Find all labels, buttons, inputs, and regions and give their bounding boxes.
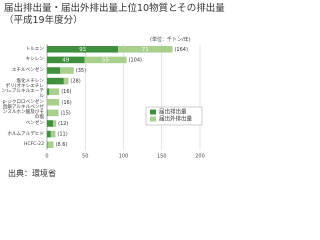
- value-label: 55: [102, 57, 109, 63]
- y-tick-label: ベンゼン: [25, 121, 44, 126]
- bar-segment: [47, 130, 51, 138]
- value-label: 49: [62, 57, 69, 63]
- chart-title: 届出排出量・届出外排出量上位10物質とその排出量（平成19年度分）: [4, 3, 225, 26]
- y-tick-label: p-ジクロロベンゼン: [2, 99, 44, 105]
- unit-label: (単位：千トン/年): [150, 37, 191, 43]
- total-label: (104): [129, 57, 142, 63]
- y-tick-label: HCFC-22: [23, 142, 44, 148]
- legend-label: 届出外排出量: [159, 115, 193, 123]
- bar-segment: [47, 56, 85, 64]
- legend-box: [145, 106, 203, 126]
- bar-segment: [47, 77, 64, 85]
- y-tick-label: 塩化メチレン: [16, 78, 44, 84]
- bar-segment: [47, 141, 48, 148]
- bar-segment: [47, 109, 59, 117]
- bar-segment: [47, 141, 54, 148]
- total-label: (16): [61, 100, 71, 106]
- chart: 0 50 100 150 200 93 71 (164) 49 55 (104) (35) (28) (1…: [45, 44, 205, 160]
- y-tick-label: ホルムアルデヒド: [7, 131, 44, 137]
- bar-segment: [47, 120, 54, 127]
- total-label: (11): [57, 132, 67, 138]
- total-label: (16): [61, 89, 71, 95]
- bar-segment: [50, 130, 56, 138]
- x-tick-label: 100: [119, 154, 129, 160]
- total-label: (164): [174, 47, 187, 53]
- y-tick-label: エチルベンゼン: [11, 68, 44, 73]
- legend-label: 届出排出量: [159, 108, 187, 116]
- x-tick-label: 50: [82, 154, 88, 160]
- total-label: (35): [76, 68, 86, 74]
- x-tick-label: 150: [157, 154, 167, 160]
- bar-segment: [60, 67, 74, 74]
- bar-segment: [47, 109, 48, 117]
- bar-segment: [47, 46, 119, 53]
- bar-segment: [53, 120, 57, 127]
- bar-segment: [49, 88, 60, 95]
- bar-segment: [63, 77, 69, 85]
- value-label: 71: [142, 47, 149, 53]
- value-label: 93: [79, 47, 86, 53]
- legend-swatch: [150, 109, 156, 115]
- y-tick-label: ポリ(オキシエチレン)=アルキルエーテル: [1, 84, 44, 100]
- page: {"chart_data":{"type":"bar","orientation…: [1, 3, 225, 178]
- total-label: (8.6): [56, 142, 68, 148]
- total-label: (28): [70, 79, 80, 85]
- x-tick-label: 0: [45, 154, 48, 160]
- total-label: (15): [60, 110, 70, 116]
- legend-swatch: [150, 116, 156, 122]
- bar-segment: [47, 88, 50, 95]
- total-label: (12): [58, 121, 68, 127]
- bar-segment: [47, 99, 60, 106]
- y-tick-label: トルエン: [25, 46, 44, 52]
- y-tick-label: 直鎖アルキルベンゼンスルホン酸及びその塩: [2, 105, 44, 121]
- source: 出典：環境省: [8, 169, 56, 178]
- x-tick-label: 200: [195, 154, 205, 160]
- bar-segment: [47, 67, 61, 74]
- y-tick-label: キシレン: [25, 57, 44, 63]
- bar-segment: [118, 46, 173, 53]
- bar-segment: [84, 56, 127, 64]
